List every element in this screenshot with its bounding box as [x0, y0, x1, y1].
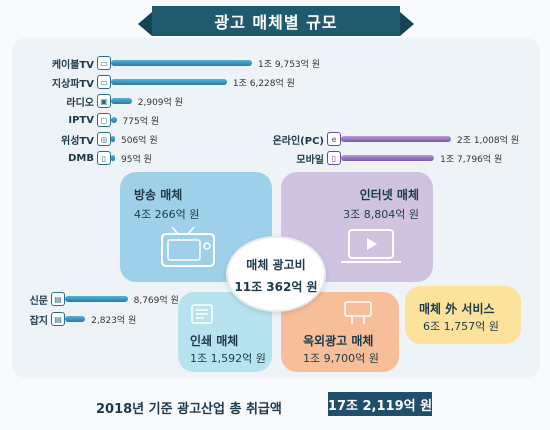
bar	[111, 60, 253, 66]
billboard-icon	[344, 301, 372, 324]
bar	[341, 155, 435, 161]
print-category-box: 인쇄 매체 1조 1,592억 원	[178, 292, 272, 372]
chart-title: 광고 매체별 규모	[138, 6, 414, 36]
newspaper-icon	[191, 304, 213, 324]
category-name: 방송 매체	[134, 188, 183, 202]
bar	[111, 98, 132, 104]
bar-label: 모바일	[296, 154, 324, 166]
media-icon: e	[327, 132, 341, 146]
media-ad-total-circle: 매체 광고비 11조 362억 원	[226, 236, 326, 312]
media-icon: ▯	[327, 151, 341, 165]
media-icon: ▭	[97, 75, 111, 89]
bar-row: 신문 ▤ 8,769억 원	[14, 292, 179, 307]
bar	[111, 155, 115, 161]
media-icon: ▤	[51, 312, 65, 326]
tv-icon	[161, 226, 215, 267]
category-name: 옥외광고 매체	[303, 334, 374, 348]
category-amount: 1조 1,592억 원	[190, 352, 266, 365]
category-amount: 4조 266억 원	[134, 208, 200, 221]
total-amount: 17조 2,119억 원	[328, 392, 432, 416]
media-icon: ▭	[97, 56, 111, 70]
non-media-service-box: 매체 外 서비스 6조 1,757억 원	[405, 286, 521, 344]
bar-label: 잡지	[29, 315, 48, 327]
bar	[111, 117, 117, 123]
category-name: 매체 外 서비스	[419, 302, 495, 316]
bar-label: 지상파TV	[51, 78, 94, 90]
category-amount: 6조 1,757억 원	[423, 320, 499, 333]
bar-value-label: 775억 원	[122, 116, 160, 127]
bar-row: 위성TV ◎ 506억 원	[22, 132, 158, 147]
bar-label: 라디오	[66, 97, 94, 109]
media-icon: ◎	[97, 132, 111, 146]
media-icon: ▣	[97, 94, 111, 108]
bar-value-label: 1조 7,796억 원	[440, 154, 503, 165]
bar-row: DMB ▯ 95억 원	[22, 151, 152, 165]
bar-value-label: 2조 1,008억 원	[457, 135, 520, 146]
media-icon: ▤	[51, 292, 65, 306]
laptop-icon	[341, 229, 401, 263]
bar-label: 위성TV	[61, 135, 94, 147]
bar	[111, 79, 227, 85]
bar-value-label: 2,823억 원	[91, 315, 137, 326]
bar-label: IPTV	[68, 114, 94, 126]
center-title: 매체 광고비	[246, 258, 306, 272]
category-amount: 3조 8,804억 원	[343, 208, 419, 221]
bar-label: 신문	[29, 295, 48, 307]
bar-row: 잡지 ▤ 2,823억 원	[14, 312, 137, 327]
bar-row: 모바일 ▯ 1조 7,796억 원	[256, 151, 503, 166]
bar	[111, 136, 115, 142]
bar-value-label: 2,909억 원	[137, 97, 183, 108]
bar-row: 온라인(PC) e 2조 1,008억 원	[256, 132, 520, 147]
bar-value-label: 8,769억 원	[133, 295, 179, 306]
media-icon: ▯	[97, 151, 111, 165]
bar-value-label: 506억 원	[121, 135, 158, 146]
media-icon: ◻	[97, 113, 111, 127]
bar	[341, 136, 451, 142]
category-name: 인쇄 매체	[190, 334, 239, 348]
bar	[65, 296, 128, 302]
bar	[65, 316, 86, 322]
bar-row: IPTV ◻ 775억 원	[22, 113, 159, 127]
category-amount: 1조 9,700억 원	[303, 352, 379, 365]
bar-value-label: 1조 9,753억 원	[258, 59, 321, 70]
bar-label: 온라인(PC)	[272, 135, 324, 147]
bar-label: DMB	[68, 152, 94, 164]
total-label: 2018년 기준 광고산업 총 취급액	[96, 402, 282, 417]
bar-value-label: 95억 원	[121, 154, 152, 165]
bar-row: 지상파TV ▭ 1조 6,228억 원	[22, 75, 295, 90]
bar-label: 케이블TV	[51, 59, 94, 71]
category-name: 인터넷 매체	[359, 188, 419, 202]
bar-row: 라디오 ▣ 2,909억 원	[22, 94, 183, 109]
center-amount: 11조 362억 원	[234, 280, 318, 294]
bar-row: 케이블TV ▭ 1조 9,753억 원	[22, 56, 321, 71]
bar-value-label: 1조 6,228억 원	[232, 78, 295, 89]
